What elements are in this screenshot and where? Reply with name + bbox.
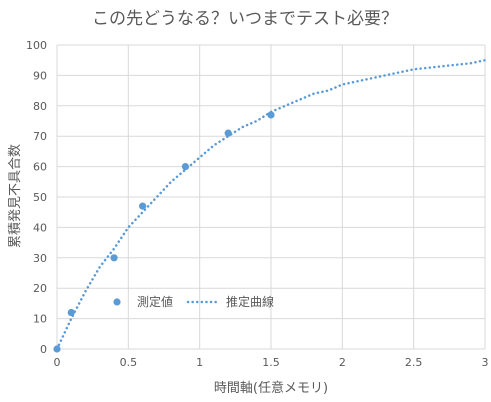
legend: 測定値 推定曲線	[113, 294, 274, 309]
y-tick-label: 0	[40, 343, 47, 356]
data-point	[67, 308, 75, 317]
y-tick-label: 10	[33, 313, 47, 326]
data-point	[110, 254, 118, 262]
data-point	[181, 163, 189, 171]
x-tick-label: 2	[339, 356, 346, 369]
series-layer	[53, 58, 487, 353]
y-tick-label: 90	[33, 69, 47, 82]
y-tick-label: 20	[33, 282, 47, 295]
grid-layer	[56, 44, 486, 350]
y-tick-label: 60	[33, 161, 47, 174]
x-tick-label: 1.5	[262, 356, 280, 369]
y-tick-label: 50	[33, 191, 47, 204]
chart-title: この先どうなる？いつまでテスト必要？	[92, 9, 398, 29]
y-tick-label: 100	[26, 39, 47, 52]
legend-label-scatter: 測定値	[137, 294, 173, 309]
y-tick-label: 70	[33, 130, 47, 143]
x-axis-title: 時間軸(任意メモリ)	[214, 380, 328, 396]
legend-label-line: 推定曲線	[226, 294, 274, 309]
x-tick-label: 2.5	[405, 356, 423, 369]
x-tick-label: 0	[54, 356, 61, 369]
axis-layer: 0 10 20 30 40 50 60 70 80 90 100 0 0.5 1 1.5 2 2.5 3	[26, 39, 489, 369]
legend-marker-scatter	[113, 298, 121, 306]
y-axis-title: 累積発見不具合数	[8, 144, 23, 248]
data-point	[53, 345, 61, 353]
y-tick-label: 30	[33, 252, 47, 265]
data-point	[224, 129, 232, 137]
y-tick-label: 40	[33, 221, 47, 234]
x-tick-label: 3	[482, 356, 489, 369]
x-tick-label: 1	[196, 356, 203, 369]
data-point	[139, 202, 147, 210]
data-point	[267, 111, 275, 119]
y-tick-label: 80	[33, 100, 47, 113]
x-tick-label: 0.5	[120, 356, 138, 369]
